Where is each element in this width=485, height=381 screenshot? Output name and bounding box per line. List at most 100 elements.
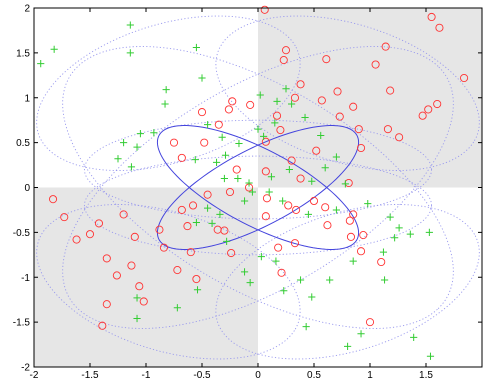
circle-marker — [246, 100, 255, 109]
plus-marker — [285, 165, 293, 174]
circle-marker — [323, 221, 332, 230]
plus-marker — [192, 43, 200, 52]
plus-marker — [235, 139, 243, 148]
dotted-ellipses — [36, 15, 480, 360]
circle-marker — [177, 153, 186, 162]
circle-marker — [321, 203, 330, 212]
circle-marker — [186, 248, 195, 257]
circle-marker — [381, 42, 390, 51]
plus-marker — [386, 213, 394, 221]
plus-marker — [223, 237, 231, 245]
shaded-quadrant — [34, 187, 258, 367]
plus-marker — [221, 151, 230, 159]
circle-marker — [102, 300, 111, 309]
x-tick-label: -1 — [142, 370, 151, 381]
circle-marker — [371, 60, 380, 69]
dotted-ellipse — [83, 155, 433, 256]
circle-marker — [386, 86, 395, 95]
y-tick-label: 0 — [24, 183, 30, 194]
plus-marker — [37, 60, 45, 68]
plus-marker — [282, 85, 290, 93]
circle-marker — [192, 274, 201, 284]
circle-marker — [188, 201, 198, 210]
circle-marker — [112, 271, 121, 280]
circle-marker — [220, 226, 229, 235]
circle-marker — [424, 105, 433, 114]
y-tick-label: -2 — [21, 363, 30, 374]
plus-marker — [349, 257, 357, 265]
plus-marker — [127, 163, 136, 171]
plus-marker — [267, 173, 276, 181]
circle-marker — [200, 138, 209, 147]
dotted-ellipse — [215, 204, 480, 360]
dotted-ellipse — [62, 46, 454, 329]
circle-marker — [183, 222, 192, 231]
plus-marker — [406, 230, 414, 238]
data-markers — [37, 5, 469, 360]
plus-marker — [296, 276, 305, 284]
circle-marker — [345, 216, 354, 225]
x-tick-label: 1 — [367, 370, 373, 381]
y-tick-label: 1 — [24, 93, 30, 104]
plus-marker — [162, 86, 170, 94]
plus-marker — [332, 153, 340, 161]
circle-marker — [214, 120, 223, 129]
circle-marker — [377, 257, 386, 267]
circle-marker — [427, 12, 436, 22]
plus-marker — [120, 139, 128, 147]
plus-marker — [317, 131, 325, 140]
circle-marker — [203, 190, 212, 199]
plus-marker — [301, 113, 309, 122]
circle-marker — [277, 268, 286, 277]
plus-marker — [302, 323, 310, 331]
circle-marker — [260, 5, 269, 14]
circle-marker — [262, 194, 272, 203]
circle-marker — [225, 187, 235, 197]
circle-marker — [292, 205, 301, 214]
circle-marker — [135, 282, 144, 291]
plus-marker — [191, 156, 199, 164]
y-tick-label: 2 — [24, 4, 30, 15]
circle-marker — [317, 96, 326, 105]
plus-marker — [279, 197, 287, 205]
dotted-ellipse — [36, 15, 301, 171]
dotted-ellipse — [83, 119, 433, 220]
x-tick-label: 0 — [255, 370, 261, 381]
circle-marker — [48, 195, 58, 204]
circle-marker — [272, 111, 282, 120]
circle-marker — [296, 174, 305, 183]
circle-marker — [395, 133, 404, 142]
plus-marker — [391, 234, 399, 242]
plus-marker — [212, 158, 221, 166]
plus-marker — [161, 100, 169, 108]
plus-marker — [240, 268, 249, 276]
plus-marker — [193, 286, 202, 294]
circle-marker — [169, 138, 179, 147]
solid-ellipses — [156, 125, 360, 250]
plus-marker — [273, 97, 281, 105]
circle-marker — [312, 146, 321, 155]
plus-marker — [248, 188, 256, 196]
plus-marker — [380, 276, 389, 284]
circle-marker — [356, 247, 366, 256]
plus-marker — [208, 219, 216, 227]
plus-marker — [114, 155, 122, 163]
plus-marker — [321, 164, 329, 172]
plus-marker — [133, 314, 141, 323]
plus-marker — [136, 130, 144, 138]
circle-marker — [333, 87, 342, 96]
plus-marker — [308, 293, 316, 301]
x-tick-label: 1.5 — [419, 370, 433, 381]
x-tick-label: -1.5 — [81, 370, 99, 381]
solid-ellipse — [156, 125, 360, 250]
circle-marker — [98, 321, 107, 330]
shaded-quadrants — [34, 8, 482, 367]
circle-marker — [72, 235, 81, 244]
circle-marker — [356, 143, 366, 153]
circle-marker — [102, 254, 111, 263]
plus-marker — [173, 304, 181, 312]
y-tick-label: -0.5 — [13, 228, 31, 239]
plus-marker — [220, 174, 228, 183]
plus-marker — [218, 133, 226, 141]
solid-ellipse — [156, 125, 360, 250]
